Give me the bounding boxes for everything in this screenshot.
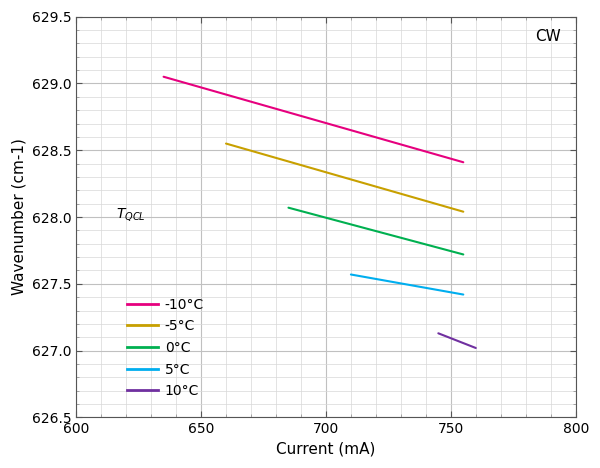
X-axis label: Current (mA): Current (mA) [276,442,376,457]
Text: $T_{QCL}$: $T_{QCL}$ [116,206,146,223]
Y-axis label: Wavenumber (cm-1): Wavenumber (cm-1) [11,139,26,295]
Legend: -10°C, -5°C, 0°C, 5°C, 10°C: -10°C, -5°C, 0°C, 5°C, 10°C [123,293,208,402]
Text: CW: CW [535,29,561,44]
